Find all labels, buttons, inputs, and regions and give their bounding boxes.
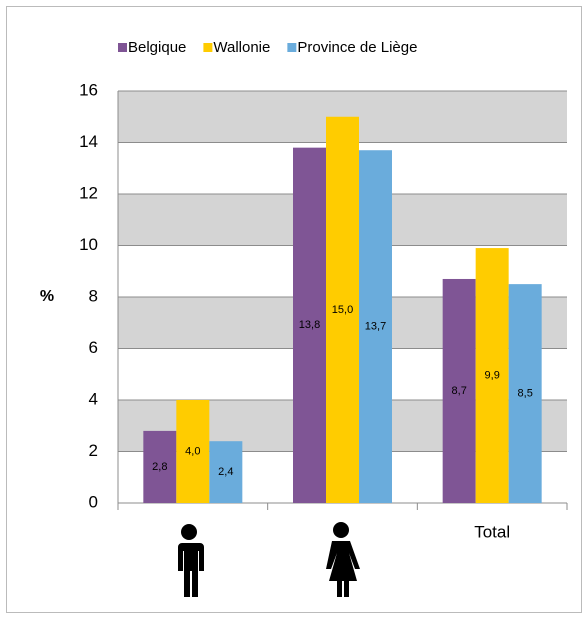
value-label: 9,9 (485, 369, 500, 381)
y-tick-label: 4 (89, 389, 98, 408)
bar (508, 284, 542, 503)
bar (209, 441, 243, 503)
x-tick-label: Total (474, 522, 510, 541)
y-tick-label: 6 (89, 338, 98, 357)
bar (326, 116, 359, 503)
value-label: 13,8 (299, 319, 320, 331)
y-tick-label: 12 (79, 183, 98, 202)
legend-label: Wallonie (213, 39, 270, 56)
bar (176, 400, 210, 503)
y-tick-label: 0 (89, 492, 98, 511)
legend-swatch (203, 43, 213, 52)
y-tick-label: 2 (89, 441, 98, 460)
value-label: 15,0 (332, 304, 353, 316)
value-label: 2,4 (218, 466, 233, 478)
value-label: 13,7 (365, 321, 386, 333)
y-tick-label: 8 (89, 286, 98, 305)
male-icon (178, 524, 204, 597)
value-label: 4,0 (185, 445, 200, 457)
female-icon (326, 522, 360, 597)
y-tick-label: 10 (79, 235, 98, 254)
bar (359, 150, 392, 503)
bar (143, 430, 177, 503)
legend-swatch (287, 43, 297, 52)
bar (442, 278, 476, 503)
bar (293, 147, 326, 503)
value-label: 8,5 (518, 387, 533, 399)
legend-swatch (118, 43, 127, 52)
legend-label: Belgique (128, 39, 186, 56)
legend-label: Province de Liège (297, 39, 417, 56)
bar (475, 248, 509, 503)
y-tick-label: 14 (79, 132, 98, 151)
value-label: 8,7 (452, 385, 467, 397)
y-tick-label: 16 (79, 80, 98, 99)
y-axis-label: % (40, 288, 54, 305)
value-label: 2,8 (152, 461, 167, 473)
